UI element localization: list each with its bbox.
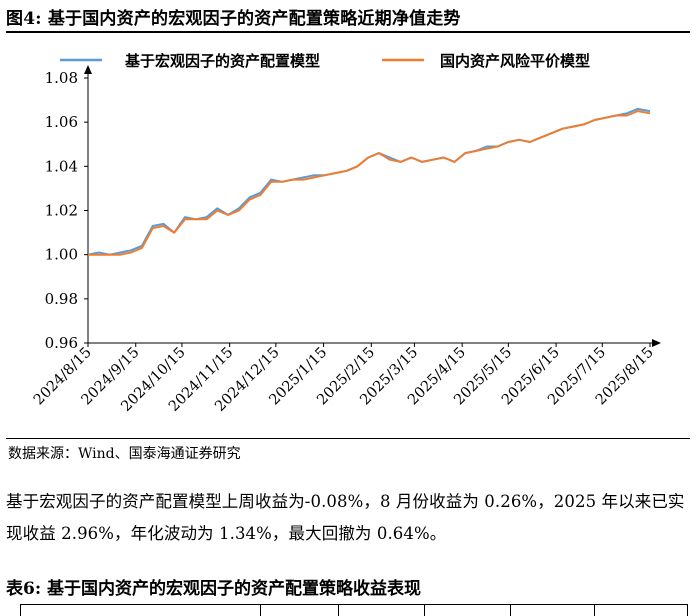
series-line-2 [88, 110, 651, 256]
chart-legend: 基于宏观因子的资产配置模型 国内资产风险平价模型 [60, 52, 590, 70]
y-tick-label: 1.04 [45, 157, 78, 175]
legend-label-1: 基于宏观因子的资产配置模型 [124, 52, 320, 70]
y-tick-label: 0.98 [45, 290, 78, 308]
figure-title: 图4: 基于国内资产的宏观因子的资产配置策略近期净值走势 [6, 9, 461, 29]
y-tick-label: 1.06 [45, 113, 78, 131]
y-tick-label: 0.96 [45, 334, 78, 352]
y-tick-label: 1.02 [45, 202, 78, 220]
legend-label-2: 国内资产风险平价模型 [440, 52, 590, 70]
x-axis: 2024/8/152024/9/152024/10/152024/11/1520… [31, 339, 661, 415]
y-axis-arrow [84, 65, 92, 74]
title-rule [6, 31, 690, 33]
table-top-edge [20, 604, 688, 616]
source-note: 数据来源：Wind、国泰海通证券研究 [8, 446, 241, 462]
x-axis-arrow [652, 339, 661, 347]
summary-paragraph: 基于宏观因子的资产配置模型上周收益为-0.08%，8 月份收益为 0.26%，2… [6, 492, 685, 543]
y-tick-label: 1.00 [45, 246, 78, 264]
y-tick-label: 1.08 [45, 69, 78, 87]
y-axis: 0.96 0.98 1.00 1.02 1.04 1.06 1.08 [45, 65, 92, 352]
series-line-1 [87, 107, 651, 256]
nav-chart: 基于宏观因子的资产配置模型 国内资产风险平价模型 0.96 0.98 1.00 1.02… [0, 36, 696, 436]
plot-area [87, 107, 651, 256]
table-title: 表6: 基于国内资产的宏观因子的资产配置策略收益表现 [6, 579, 422, 599]
nav-chart-svg: 基于宏观因子的资产配置模型 国内资产风险平价模型 0.96 0.98 1.00 1.02… [31, 52, 661, 415]
source-rule [6, 438, 690, 439]
